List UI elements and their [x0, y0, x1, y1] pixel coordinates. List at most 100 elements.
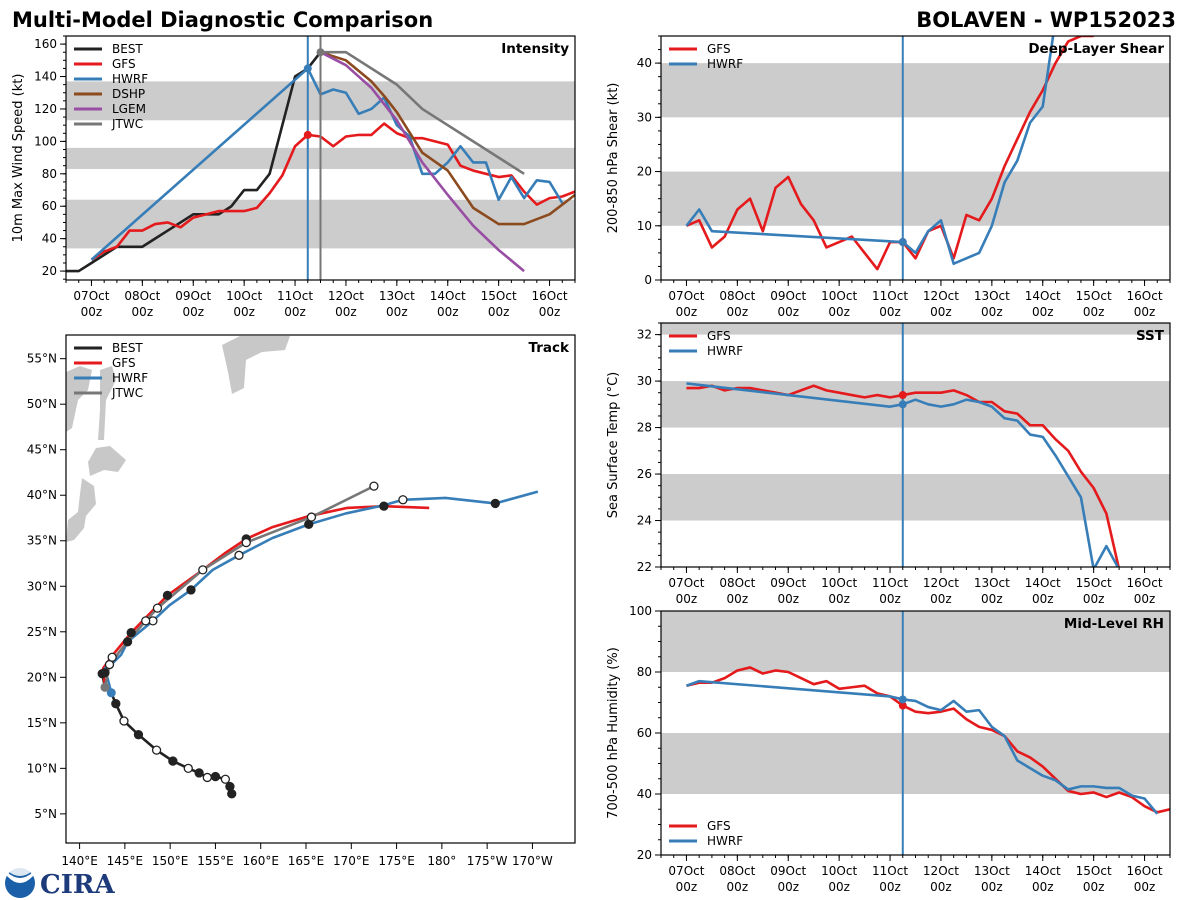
track-start-jtwc	[100, 682, 110, 692]
y-tick-label: 80	[42, 167, 57, 181]
x-tick-label: 15Oct	[1076, 864, 1112, 878]
track-marker	[241, 537, 251, 548]
x-tick-label: 08Oct	[719, 576, 755, 590]
panel-title: Deep-Layer Shear	[1028, 41, 1164, 57]
shaded-band	[661, 63, 1170, 118]
sst-panel: 07Oct 00z 08Oct 00z 09Oct 00z 10Oct 00z 11Oct 00z…	[606, 322, 1171, 606]
track-marker	[202, 772, 212, 783]
y-axis-label: 10m Max Wind Speed (kt)	[11, 74, 26, 243]
track-marker	[162, 590, 173, 601]
x-tick-label: 08Oct	[719, 864, 755, 878]
lat-tick-label: 50°N	[27, 397, 57, 411]
lon-tick-label: 155°E	[197, 854, 234, 868]
y-tick-label: 20	[637, 848, 652, 862]
init-point-hwrf	[303, 64, 312, 73]
lat-tick-label: 5°N	[34, 807, 57, 821]
lat-tick-label: 45°N	[27, 443, 57, 457]
track-marker	[398, 495, 408, 505]
x-tick-label: 14Oct	[1025, 289, 1061, 303]
legend-label-best: BEST	[112, 42, 143, 56]
series-line-hwrf	[685, 36, 1055, 266]
lat-tick-label: 35°N	[27, 534, 57, 548]
x-tick-label: 14Oct	[1025, 864, 1061, 878]
y-tick-label: 10	[637, 219, 652, 233]
series-line-dshp	[320, 50, 575, 226]
x-tick-label: 00z	[1032, 880, 1054, 894]
y-tick-label: 100	[34, 134, 57, 148]
shaded-band	[661, 323, 1170, 335]
lat-tick-label: 40°N	[27, 488, 57, 502]
series-line-gfs	[90, 122, 575, 261]
x-tick-label: 00z	[879, 592, 901, 606]
x-tick-label: 12Oct	[923, 576, 959, 590]
x-tick-label: 00z	[1083, 880, 1105, 894]
series-line-lgem	[319, 51, 525, 273]
x-tick-label: 11Oct	[872, 576, 908, 590]
series-layer	[686, 323, 1120, 567]
y-axis-label: 200-850 hPa Shear (kt)	[606, 83, 621, 234]
y-tick-label: 30	[637, 374, 652, 388]
legend-label-gfs: GFS	[707, 42, 731, 56]
shaded-band	[661, 733, 1170, 794]
x-tick-label: 00z	[1083, 592, 1105, 606]
legend-label-hwrf: HWRF	[112, 72, 148, 86]
lon-tick-label: 165°E	[288, 854, 325, 868]
x-tick-label: 00z	[182, 305, 204, 319]
x-tick-label: 00z	[828, 305, 850, 319]
x-tick-label: 09Oct	[770, 864, 806, 878]
x-tick-label: 16Oct	[1127, 864, 1163, 878]
series-layer	[685, 36, 1094, 280]
figure-title: Multi-Model Diagnostic Comparison	[12, 8, 433, 32]
legend-label-lgem: LGEM	[112, 102, 146, 116]
x-tick-label: 00z	[727, 880, 749, 894]
x-tick-label: 09Oct	[770, 576, 806, 590]
lon-tick-label: 175°W	[467, 854, 508, 868]
x-tick-label: 00z	[828, 880, 850, 894]
land-layer	[66, 336, 290, 542]
init-point-jtwc	[316, 48, 325, 57]
lat-tick-label: 25°N	[27, 625, 57, 639]
track-marker	[141, 616, 151, 626]
x-tick-label: 00z	[437, 305, 459, 319]
x-tick-label: 10Oct	[226, 289, 262, 303]
landmass	[66, 366, 92, 432]
shaded-band	[661, 611, 1170, 672]
track-marker	[225, 781, 235, 792]
track-marker	[168, 756, 178, 766]
y-axis-label: Sea Surface Temp (°C)	[606, 372, 621, 519]
x-tick-label: 00z	[488, 305, 510, 319]
x-tick-label: 13Oct	[379, 289, 415, 303]
axes-frame	[65, 334, 576, 844]
series-line-gfs	[686, 666, 1170, 814]
legend-label-best: BEST	[112, 341, 143, 355]
x-tick-label: 16Oct	[1127, 289, 1163, 303]
series-line-hwrf	[686, 382, 1120, 567]
track-marker	[234, 550, 244, 560]
x-tick-label: 00z	[1032, 592, 1054, 606]
x-tick-label: 00z	[81, 305, 103, 319]
x-tick-label: 00z	[727, 592, 749, 606]
track-marker	[379, 501, 389, 511]
track-marker	[369, 481, 379, 491]
y-tick-label: 20	[42, 264, 57, 278]
x-tick-label: 00z	[1032, 305, 1054, 319]
track-layer	[97, 481, 539, 799]
legend-label-gfs: GFS	[707, 819, 731, 833]
y-tick-label: 24	[637, 514, 652, 528]
x-tick-label: 00z	[1134, 592, 1156, 606]
landmass	[88, 446, 126, 476]
x-tick-label: 07Oct	[668, 289, 704, 303]
init-point-hwrf	[898, 400, 907, 409]
y-axis-label: 700-500 hPa Humidity (%)	[606, 647, 621, 819]
y-tick-label: 28	[637, 421, 652, 435]
track-marker	[490, 498, 500, 509]
series-layer	[686, 611, 1170, 855]
lon-tick-label: 140°E	[61, 854, 98, 868]
legend-label-jtwc: JTWC	[111, 117, 143, 131]
x-tick-label: 15Oct	[1076, 289, 1112, 303]
lon-tick-label: 180°	[427, 854, 456, 868]
track-marker	[198, 565, 208, 575]
x-tick-label: 00z	[930, 305, 952, 319]
series-layer	[66, 36, 575, 280]
